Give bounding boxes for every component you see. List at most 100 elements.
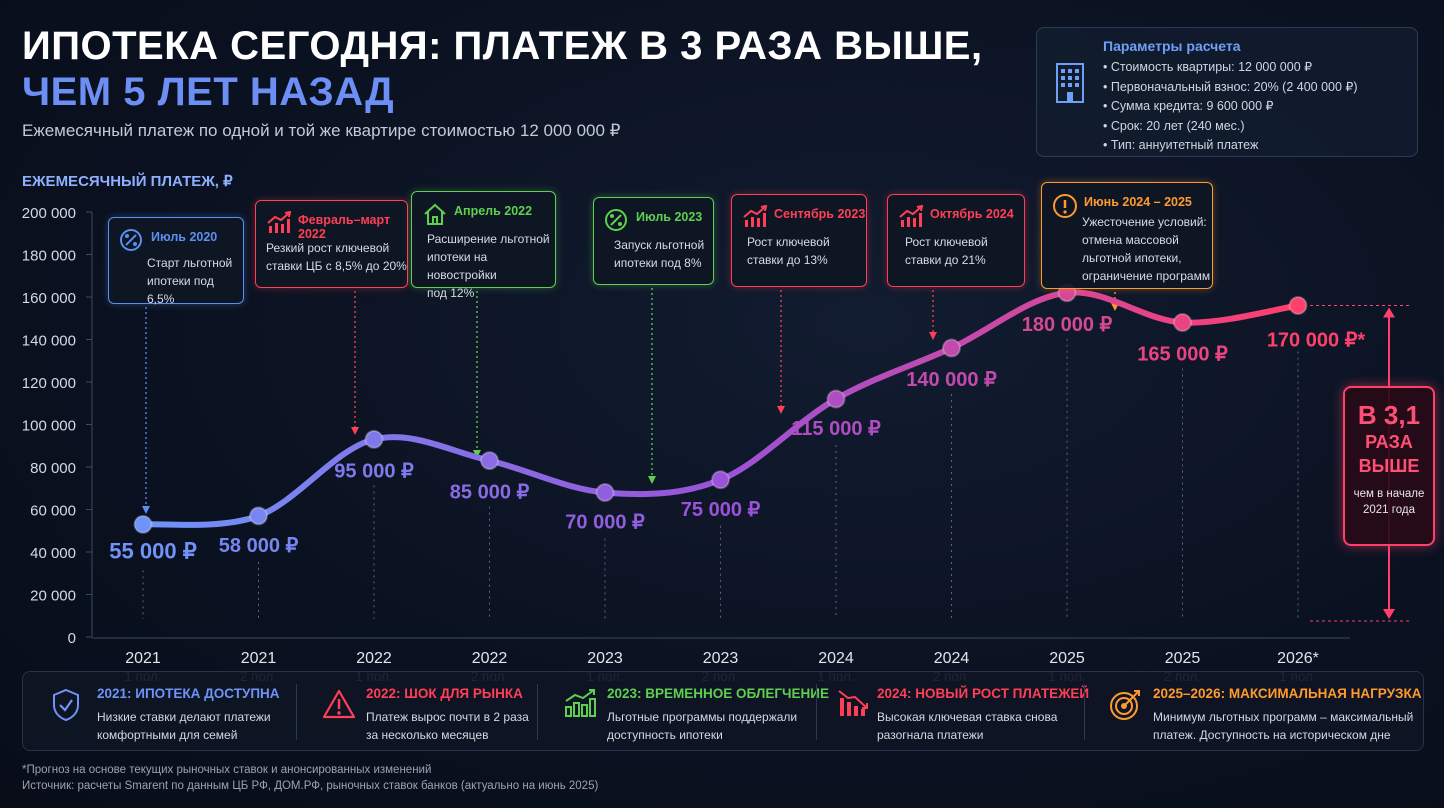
title-line-2: ЧЕМ 5 ЛЕТ НАЗАД <box>22 70 395 114</box>
summary-card: 2022: ШОК ДЛЯ РЫНКА Платеж вырос почти в … <box>296 672 537 750</box>
y-tick-label: 120 000 <box>22 375 76 392</box>
x-tick-year: 2025 <box>1049 650 1085 667</box>
event-description-line: ипотеки под 8% <box>614 256 702 270</box>
event-description-line: под 12% <box>427 286 475 300</box>
event-title: Февраль–март 2022 <box>298 213 391 241</box>
data-point <box>711 470 730 490</box>
event-description-line: Резкий рост ключевой <box>266 241 390 255</box>
footnote-forecast: *Прогноз на основе текущих рыночных став… <box>22 764 432 776</box>
y-tick-label: 160 000 <box>22 290 76 307</box>
data-label: 95 000 ₽ <box>334 460 414 482</box>
arrow-down-icon <box>648 476 656 484</box>
payment-series-line <box>140 289 1301 528</box>
summary-description-line: за несколько месяцев <box>366 728 489 742</box>
arrow-down-icon <box>777 406 785 414</box>
y-tick-label: 80 000 <box>30 460 76 477</box>
param-item: Стоимость квартиры: 12 000 000 ₽ <box>1103 58 1358 78</box>
summary-description: Минимум льготных программ – максимальный… <box>1153 708 1413 744</box>
event-description-line: Рост ключевой <box>747 235 830 249</box>
event-description: Старт льготной ипотеки под 6,5% <box>147 254 243 308</box>
arrow-down-icon <box>929 332 937 340</box>
y-tick-label: 60 000 <box>30 503 76 520</box>
y-axis-label: ЕЖЕМЕСЯЧНЫЙ ПЛАТЕЖ, ₽ <box>22 173 233 190</box>
event-title: Октябрь 2024 <box>930 207 1014 221</box>
house-icon <box>422 202 448 231</box>
ratio-note-1: чем в начале <box>1353 488 1425 500</box>
summary-title: 2022: ШОК ДЛЯ РЫНКА <box>366 686 523 701</box>
summary-description: Льготные программы поддержали доступность… <box>607 708 797 744</box>
y-tick-label: 100 000 <box>22 418 76 435</box>
summary-divider <box>816 684 817 740</box>
event-description-line: Старт льготной <box>147 256 233 270</box>
summary-description: Платеж вырос почти в 2 раза за несколько … <box>366 708 529 744</box>
y-tick-label: 40 000 <box>30 545 76 562</box>
summary-divider <box>1084 684 1085 740</box>
summary-panel: 2021: ИПОТЕКА ДОСТУПНА Низкие ставки дела… <box>22 671 1424 751</box>
event-callout: Октябрь 2024 Рост ключевой ставки до 21% <box>887 194 1025 287</box>
ratio-word-1: РАЗА <box>1365 432 1413 452</box>
ratio-note-2: 2021 года <box>1363 504 1415 516</box>
summary-divider <box>296 684 297 740</box>
title-line-1: ИПОТЕКА СЕГОДНЯ: ПЛАТЕЖ В 3 РАЗА ВЫШЕ, <box>22 24 983 68</box>
arrow-down-icon <box>1383 609 1395 619</box>
data-point <box>1173 313 1192 332</box>
param-item: Срок: 20 лет (240 мес.) <box>1103 117 1358 137</box>
calculation-params-panel: Параметры расчета Стоимость квартиры: 12… <box>1036 27 1418 157</box>
x-tick-year: 2021 <box>125 650 161 667</box>
data-point <box>1288 296 1308 315</box>
event-callout: Июнь 2024 – 2025 Ужесточение условий: отме… <box>1041 182 1213 289</box>
x-tick-year: 2021 <box>241 650 277 667</box>
param-item: Первоначальный взнос: 20% (2 400 000 ₽) <box>1103 78 1358 98</box>
event-callout: Февраль–март 2022 Резкий рост ключевой ста… <box>255 200 408 288</box>
target-icon <box>1108 688 1142 727</box>
event-description-line: ипотеки на новостройки <box>427 250 497 282</box>
data-point <box>480 451 499 471</box>
summary-description-line: разогнала платежи <box>877 728 984 742</box>
y-tick-label: 200 000 <box>22 205 76 222</box>
x-tick-year: 2026* <box>1277 650 1319 667</box>
data-point <box>942 338 961 358</box>
ratio-word-2: ВЫШЕ <box>1358 456 1420 476</box>
event-description-line: Ужесточение условий: <box>1082 215 1207 229</box>
summary-description-line: комфортными для семей <box>97 728 238 742</box>
event-description-line: ставки до 21% <box>905 253 986 267</box>
data-label: 140 000 ₽ <box>906 369 997 391</box>
summary-title: 2021: ИПОТЕКА ДОСТУПНА <box>97 686 280 701</box>
x-tick-year: 2022 <box>472 650 508 667</box>
event-callout: Июль 2020 Старт льготной ипотеки под 6,5% <box>108 217 244 306</box>
data-label: 70 000 ₽ <box>565 512 645 534</box>
event-title: Июнь 2024 – 2025 <box>1084 195 1192 209</box>
arrow-down-icon <box>351 427 359 435</box>
chart-up-icon <box>898 204 924 234</box>
chart-down-icon <box>836 688 870 723</box>
warning-icon <box>322 688 356 725</box>
summary-description-line: Минимум льготных программ – максимальный <box>1153 710 1414 724</box>
event-description: Расширение льготной ипотеки на новостройк… <box>427 230 555 302</box>
shield-check-icon <box>51 688 81 727</box>
event-description: Ужесточение условий: отмена массовой льгот… <box>1082 213 1210 285</box>
event-description-line: отмена массовой <box>1082 233 1179 247</box>
building-icon <box>1051 60 1091 109</box>
data-label: 115 000 ₽ <box>791 418 881 440</box>
data-point <box>133 514 153 534</box>
param-item: Тип: аннуитетный платеж <box>1103 136 1358 156</box>
event-title: Апрель 2022 <box>454 204 533 218</box>
data-label: 55 000 ₽ <box>109 538 196 563</box>
event-description-line: ставки ЦБ с 8,5% до 20% <box>266 259 407 273</box>
x-tick-year: 2024 <box>818 650 854 667</box>
y-tick-label: 140 000 <box>22 333 76 350</box>
summary-card: 2021: ИПОТЕКА ДОСТУПНА Низкие ставки дела… <box>23 672 296 750</box>
summary-description-line: Льготные программы поддержали <box>607 710 798 724</box>
summary-description-line: доступность ипотеки <box>607 728 723 742</box>
y-tick-label: 180 000 <box>22 248 76 265</box>
data-label: 170 000 ₽* <box>1267 330 1366 352</box>
x-tick-year: 2024 <box>934 650 970 667</box>
params-list: Стоимость квартиры: 12 000 000 ₽ Первона… <box>1103 58 1358 156</box>
event-description-line: Запуск льготной <box>614 238 705 252</box>
arrow-down-icon <box>473 450 481 458</box>
y-tick-label: 20 000 <box>30 588 76 605</box>
arrow-up-icon <box>1383 307 1395 318</box>
event-description-line: ставки до 13% <box>747 253 828 267</box>
chart-up-icon <box>742 204 768 234</box>
